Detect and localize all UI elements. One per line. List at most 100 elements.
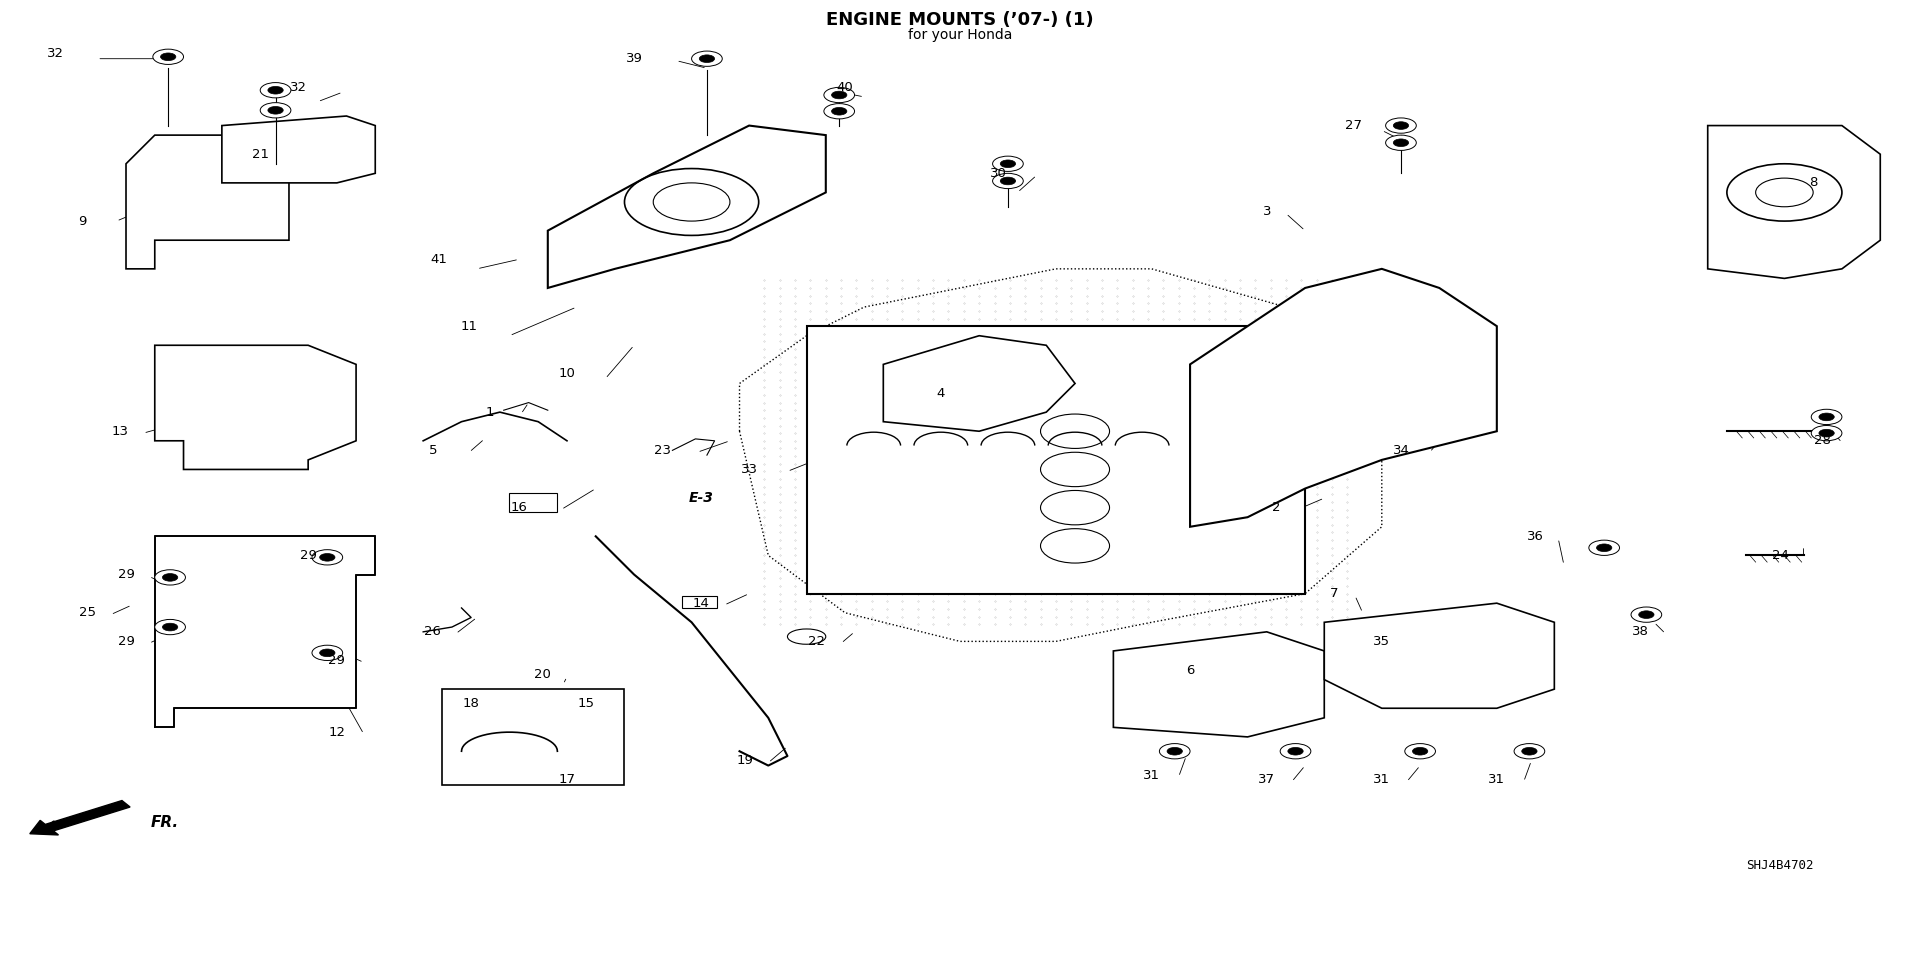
Circle shape (1386, 118, 1417, 133)
Circle shape (1394, 139, 1409, 147)
Circle shape (993, 156, 1023, 171)
Text: 29: 29 (328, 654, 346, 667)
Text: 32: 32 (290, 80, 307, 94)
Circle shape (156, 570, 186, 585)
Text: 18: 18 (463, 697, 480, 710)
Circle shape (261, 82, 292, 98)
Circle shape (1811, 425, 1841, 441)
Text: 13: 13 (111, 424, 129, 438)
Text: 16: 16 (511, 501, 528, 514)
Circle shape (1000, 177, 1016, 185)
Circle shape (1386, 135, 1417, 150)
Text: 6: 6 (1187, 664, 1194, 676)
Text: 39: 39 (626, 52, 643, 65)
FancyArrow shape (31, 801, 131, 835)
Circle shape (1811, 409, 1841, 424)
Bar (682, 597, 716, 608)
Circle shape (261, 103, 292, 118)
Bar (442, 689, 624, 785)
Text: E-3: E-3 (689, 491, 714, 505)
Circle shape (993, 173, 1023, 189)
Circle shape (319, 554, 334, 561)
Circle shape (1413, 747, 1428, 755)
Circle shape (831, 91, 847, 99)
Polygon shape (806, 326, 1306, 594)
Circle shape (1288, 747, 1304, 755)
Text: 31: 31 (1488, 773, 1505, 787)
Text: 21: 21 (252, 148, 269, 161)
Text: 19: 19 (737, 754, 755, 767)
Text: 3: 3 (1263, 205, 1271, 218)
Polygon shape (223, 116, 374, 183)
Circle shape (163, 574, 179, 582)
Text: 33: 33 (741, 463, 758, 476)
Circle shape (163, 624, 179, 631)
Polygon shape (547, 125, 826, 288)
Circle shape (1167, 747, 1183, 755)
Text: ENGINE MOUNTS (’07-) (1): ENGINE MOUNTS (’07-) (1) (826, 11, 1094, 29)
Polygon shape (1114, 632, 1325, 737)
Text: 24: 24 (1772, 549, 1789, 562)
Text: 29: 29 (300, 549, 317, 562)
Text: 41: 41 (430, 253, 447, 265)
Circle shape (1818, 413, 1834, 421)
Polygon shape (1190, 269, 1498, 527)
Text: 37: 37 (1258, 773, 1275, 787)
Circle shape (824, 103, 854, 119)
Circle shape (319, 649, 334, 656)
Text: 35: 35 (1373, 635, 1390, 648)
Polygon shape (156, 536, 374, 727)
Polygon shape (156, 345, 355, 469)
Text: 25: 25 (79, 606, 96, 619)
Polygon shape (1325, 604, 1555, 708)
Circle shape (1405, 743, 1436, 759)
Circle shape (691, 51, 722, 66)
Text: 14: 14 (693, 597, 710, 609)
Circle shape (1523, 747, 1538, 755)
Text: 22: 22 (808, 635, 826, 648)
Circle shape (1515, 743, 1546, 759)
Text: 32: 32 (46, 48, 63, 60)
Circle shape (1160, 743, 1190, 759)
Circle shape (699, 55, 714, 62)
Circle shape (161, 53, 177, 60)
Circle shape (1590, 540, 1620, 556)
Circle shape (311, 550, 342, 565)
Text: 8: 8 (1809, 176, 1818, 190)
Text: 38: 38 (1632, 626, 1649, 638)
Text: 20: 20 (534, 669, 551, 681)
Text: 36: 36 (1526, 530, 1544, 543)
Text: 40: 40 (837, 80, 852, 94)
Text: 11: 11 (461, 320, 478, 332)
Text: 15: 15 (578, 697, 595, 710)
Polygon shape (1707, 125, 1880, 279)
Text: SHJ4B4702: SHJ4B4702 (1745, 859, 1814, 873)
Text: 5: 5 (428, 444, 438, 457)
Text: 10: 10 (559, 368, 576, 380)
Polygon shape (883, 335, 1075, 431)
Text: 28: 28 (1814, 434, 1832, 447)
Text: 30: 30 (991, 167, 1006, 180)
Circle shape (269, 106, 284, 114)
Circle shape (269, 86, 284, 94)
Circle shape (1818, 429, 1834, 437)
Text: 17: 17 (559, 773, 576, 787)
Text: 2: 2 (1273, 501, 1281, 514)
Text: 34: 34 (1392, 444, 1409, 457)
Text: 12: 12 (328, 725, 346, 739)
Circle shape (1281, 743, 1311, 759)
Text: 23: 23 (655, 444, 672, 457)
Text: 9: 9 (77, 215, 86, 228)
Circle shape (824, 87, 854, 103)
Circle shape (1000, 160, 1016, 168)
Circle shape (1597, 544, 1613, 552)
Text: 31: 31 (1373, 773, 1390, 787)
Text: 29: 29 (117, 568, 134, 581)
Text: 31: 31 (1142, 768, 1160, 782)
Text: 27: 27 (1344, 119, 1361, 132)
Text: 1: 1 (486, 405, 495, 419)
Polygon shape (127, 135, 290, 269)
Text: for your Honda: for your Honda (908, 28, 1012, 42)
Circle shape (1394, 122, 1409, 129)
Circle shape (1638, 611, 1653, 619)
